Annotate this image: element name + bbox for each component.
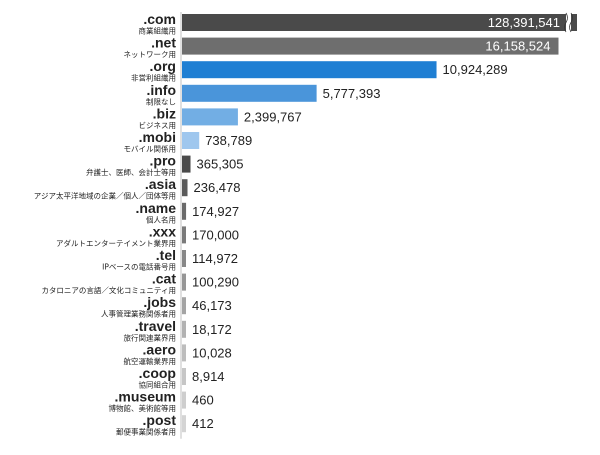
bar	[182, 108, 238, 126]
tld-label: .asia	[145, 176, 176, 192]
tld-label: .tel	[156, 247, 176, 263]
tld-description: 博物館、美術館等用	[109, 403, 177, 413]
tld-label: .cat	[152, 271, 176, 287]
value-label: 738,789	[205, 133, 252, 148]
tld-description: 商業組織用	[139, 26, 177, 36]
bar	[182, 368, 186, 385]
value-label: 412	[192, 416, 214, 431]
value-label: 236,478	[194, 180, 241, 195]
value-label: 46,173	[192, 298, 232, 313]
value-label: 18,172	[192, 322, 232, 337]
tld-description: 人事管理業務関係者用	[101, 309, 176, 319]
tld-description: 非営利組織用	[131, 73, 176, 83]
tld-description: 旅行関連業界用	[124, 332, 177, 342]
bar	[182, 297, 186, 315]
tld-label: .travel	[135, 318, 176, 334]
value-label: 460	[192, 393, 214, 408]
tld-label: .xxx	[149, 223, 176, 239]
bar	[182, 179, 188, 197]
value-label: 5,777,393	[323, 86, 381, 101]
tld-label: .com	[143, 11, 176, 27]
bar	[182, 155, 191, 173]
tld-description: IPベースの電話番号用	[102, 262, 176, 272]
bar	[182, 344, 186, 362]
tld-description: アジア太平洋地域の企業／個人／団体等用	[34, 191, 176, 201]
bar	[182, 250, 186, 267]
value-label: 8,914	[192, 369, 225, 384]
tld-label: .org	[150, 58, 176, 74]
value-label: 16,158,524	[485, 39, 550, 54]
tld-description: ネットワーク用	[124, 50, 177, 59]
tld-description: モバイル関係用	[124, 145, 177, 154]
bar	[182, 320, 186, 338]
value-label: 174,927	[192, 204, 239, 219]
bar	[182, 84, 317, 102]
bar	[182, 202, 187, 220]
value-label: 2,399,767	[244, 109, 302, 124]
bar	[182, 132, 200, 149]
tld-label: .coop	[139, 365, 176, 381]
value-label: 10,924,289	[443, 62, 508, 77]
axis-break-gap	[566, 13, 571, 32]
bar	[182, 415, 186, 433]
value-label: 10,028	[192, 345, 232, 360]
tld-label: .jobs	[143, 294, 176, 310]
bar	[182, 273, 186, 291]
tld-description: 制限なし	[146, 96, 176, 106]
tld-description: 弁護士、医師、会計士等用	[86, 167, 176, 177]
bar	[182, 226, 186, 244]
tld-label: .post	[143, 412, 177, 428]
tld-description: アダルトエンターテイメント業界用	[56, 238, 176, 248]
tld-label: .net	[151, 35, 176, 51]
tld-label: .info	[146, 82, 176, 98]
value-label: 170,000	[192, 227, 239, 242]
tld-description: 航空運輸業界用	[124, 356, 177, 366]
tld-label: .museum	[115, 389, 176, 405]
bar	[182, 37, 559, 55]
tld-label: .mobi	[139, 129, 176, 145]
tld-description: 協同組合用	[139, 380, 177, 390]
tld-description: 郵便事業関係者用	[116, 427, 176, 437]
tld-label: .name	[136, 200, 177, 216]
tld-description: ビジネス用	[139, 121, 177, 130]
bar	[182, 391, 186, 409]
tld-description: カタロニアの言語／文化コミュニティ用	[41, 285, 176, 295]
tld-label: .aero	[143, 341, 176, 357]
tld-description: 個人名用	[146, 214, 176, 224]
value-label: 128,391,541	[488, 15, 560, 30]
tld-label: .biz	[153, 105, 176, 121]
bar	[182, 14, 577, 31]
value-label: 100,290	[192, 275, 239, 290]
value-label: 114,972	[192, 251, 238, 266]
bar	[182, 61, 437, 79]
tld-label: .pro	[150, 153, 176, 169]
axis-break-icon	[564, 12, 573, 33]
value-label: 365,305	[197, 157, 244, 172]
